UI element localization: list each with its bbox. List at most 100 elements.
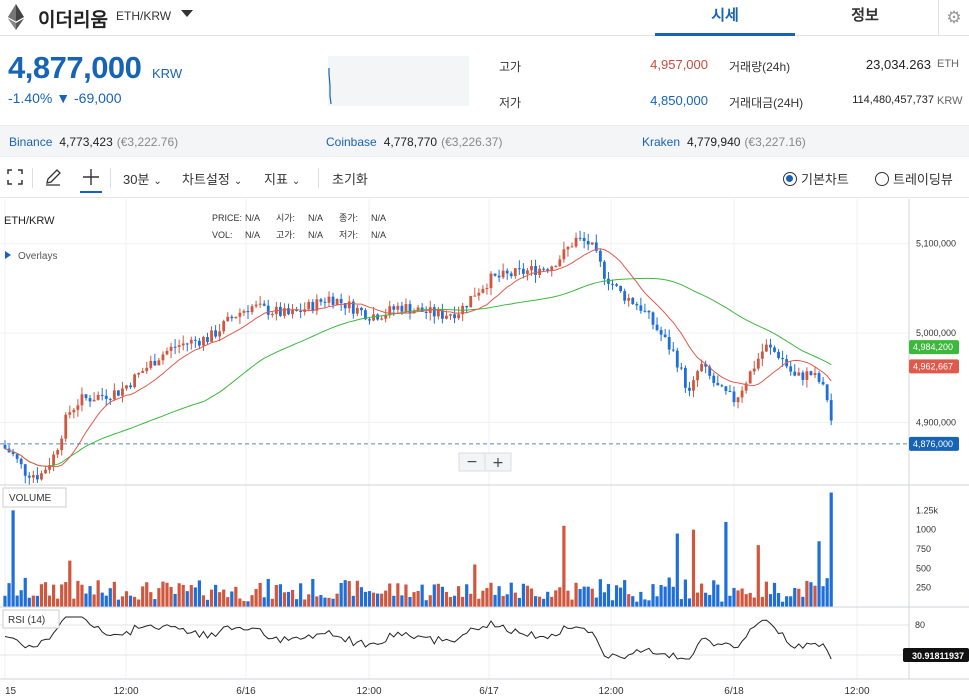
candle [485, 283, 489, 295]
volume-bar [47, 595, 52, 607]
volume-bar [432, 584, 436, 607]
zoom-in-button[interactable] [484, 452, 512, 472]
exchange-eur: (€3,226.37) [441, 135, 503, 149]
candle [60, 435, 64, 456]
volume-bar [736, 590, 740, 607]
volume-bar [88, 586, 92, 607]
candle [173, 339, 177, 355]
exchange-eur: (€3,227.16) [744, 135, 806, 149]
fullscreen-icon[interactable] [4, 166, 26, 188]
volume-tick-label: 1000 [916, 525, 936, 535]
candle [266, 299, 270, 320]
candle [760, 343, 764, 367]
candle [404, 298, 408, 314]
crosshair-icon[interactable] [80, 163, 102, 193]
volume-bar [473, 564, 477, 607]
candle [52, 451, 55, 472]
volume-bar [590, 588, 594, 607]
exchange-krw: 4,773,423 [59, 135, 113, 149]
pencil-icon[interactable] [42, 166, 64, 188]
candle [611, 279, 614, 290]
chart-toolbar: 30분 ⌄ 차트설정 ⌄ 지표 ⌄ 초기화 기본차트 트레이딩뷰 [0, 158, 969, 198]
candle [554, 264, 558, 268]
volume-bar [76, 580, 80, 607]
overlays-toggle[interactable]: Overlays [18, 251, 57, 262]
volume-bar [501, 595, 505, 607]
exchange-name[interactable]: Kraken [642, 135, 681, 149]
legend-open-label: 시가: [276, 213, 295, 223]
candle [343, 303, 347, 316]
candle [44, 466, 47, 474]
volume-bar [554, 590, 558, 607]
volume-bar [627, 594, 631, 607]
volume-bar [193, 587, 197, 607]
volume-bar [716, 584, 720, 607]
chevron-down-icon: ⌄ [291, 176, 301, 187]
candle [303, 302, 307, 316]
volume-bar [359, 587, 363, 607]
volume-bar [92, 594, 96, 607]
gear-icon[interactable]: ⚙ [938, 0, 969, 36]
candle [137, 372, 141, 378]
candle [408, 300, 412, 320]
legend-price-label: PRICE: [212, 213, 242, 223]
last-price-badge: 4,876,000 [913, 439, 953, 449]
chart-settings-menu[interactable]: 차트설정 ⌄ [182, 169, 242, 188]
volume-bar [505, 594, 509, 607]
ma-long-badge: 4,984,200 [913, 342, 953, 352]
volume-bar [521, 583, 525, 607]
volume-bar [602, 592, 606, 607]
volume-bar [781, 601, 785, 607]
candle [627, 293, 631, 307]
candle [756, 352, 760, 371]
volume-bar [60, 584, 64, 607]
volume-bar [137, 599, 141, 607]
candle [218, 324, 222, 342]
volume-value: 23,034.263 [865, 57, 931, 72]
tab-quote[interactable]: 시세 [655, 0, 795, 36]
volume-bar [112, 581, 116, 607]
volume-bar [84, 593, 88, 607]
candle [108, 397, 112, 405]
candle [347, 295, 351, 313]
price-chart[interactable]: ETH/KRW PRICE: N/A 시가: N/A 종가: N/A VOL: … [0, 199, 969, 696]
reset-button[interactable]: 초기화 [332, 172, 368, 187]
candle [92, 392, 96, 402]
candle [643, 303, 647, 313]
candle [704, 360, 708, 374]
candle [27, 472, 31, 486]
candle [473, 287, 477, 297]
candle [558, 255, 562, 267]
candle [368, 317, 371, 325]
tab-info[interactable]: 정보 [851, 7, 879, 24]
overlays-caret-icon[interactable] [5, 251, 11, 259]
candle [262, 300, 266, 307]
candle [501, 263, 505, 280]
basic-chart-radio[interactable]: 기본차트 [783, 169, 849, 188]
indicators-menu[interactable]: 지표 ⌄ [264, 169, 300, 188]
volume-bar [578, 589, 582, 607]
volume-bar [197, 580, 201, 607]
tradingview-radio[interactable]: 트레이딩뷰 [875, 169, 953, 188]
volume-bar [72, 598, 76, 607]
coin-select-chevron-down-icon[interactable] [181, 10, 193, 17]
rsi-line [4, 616, 832, 660]
exchange-name[interactable]: Binance [9, 135, 53, 149]
candle [238, 308, 242, 325]
candle [748, 370, 752, 384]
volume-bar [566, 590, 570, 607]
exchange-name[interactable]: Coinbase [326, 135, 377, 149]
volume-bar [104, 595, 108, 607]
candle [125, 385, 128, 391]
volume-bar [582, 586, 586, 607]
interval-select[interactable]: 30분 ⌄ [123, 169, 162, 188]
volume-bar [440, 586, 444, 607]
chart-canvas[interactable]: ETH/KRW PRICE: N/A 시가: N/A 종가: N/A VOL: … [0, 199, 969, 696]
candle [64, 412, 68, 443]
volume-label: 거래량(24h) [729, 60, 791, 74]
legend-low: N/A [371, 230, 386, 240]
volume-bar [683, 579, 687, 607]
candle [586, 233, 590, 251]
candle [769, 338, 772, 355]
exchange-kraken: Kraken 4,779,940 (€3,227.16) [642, 135, 806, 149]
